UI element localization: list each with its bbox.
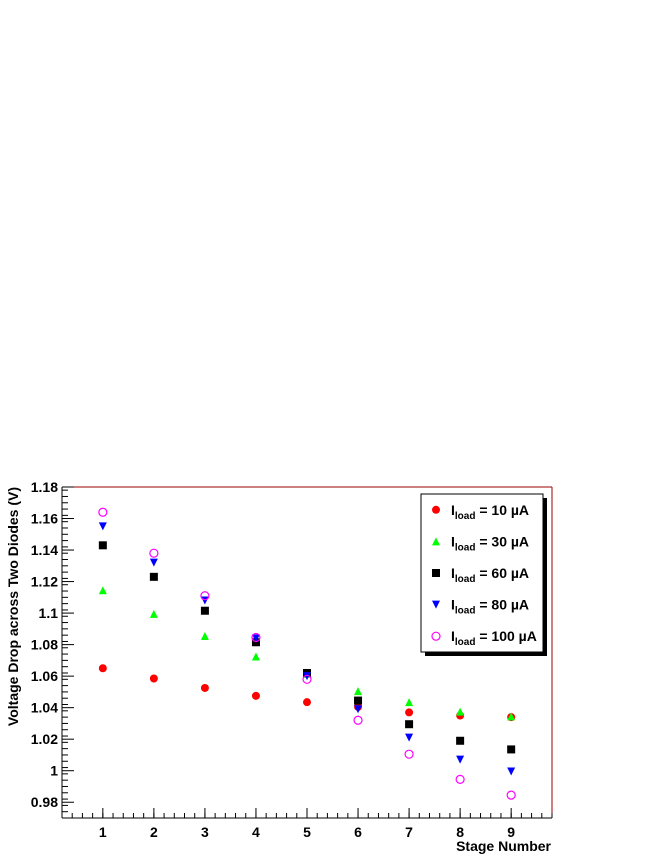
axis-tick-labels: 0.98 1 1.02 1.04 1.06 1.08 1.1 1.12 1.14 1.16 1.18… bbox=[31, 479, 516, 840]
legend-marker bbox=[432, 505, 440, 514]
x-tick-label: 6 bbox=[354, 824, 362, 840]
data-point bbox=[200, 683, 209, 692]
legend-label: Iload = 10 µA bbox=[451, 502, 529, 522]
x-tick-label: 5 bbox=[303, 824, 311, 840]
legend-marker bbox=[432, 569, 440, 577]
legend-entry-4: Iload = 80 µA bbox=[432, 597, 529, 617]
x-tick-label: 8 bbox=[456, 824, 464, 840]
data-point bbox=[507, 745, 516, 754]
series-5 bbox=[98, 507, 516, 800]
y-tick-label: 1 bbox=[50, 763, 58, 779]
data-point bbox=[251, 691, 260, 700]
data-point bbox=[354, 687, 363, 696]
data-point bbox=[456, 755, 465, 764]
data-point bbox=[98, 522, 107, 531]
x-tick-label: 3 bbox=[201, 824, 209, 840]
legend-entry-5: Iload = 100 µA bbox=[431, 628, 537, 648]
y-tick-label: 1.06 bbox=[31, 668, 58, 684]
data-point bbox=[405, 733, 414, 742]
data-point bbox=[354, 696, 363, 705]
data-point bbox=[251, 632, 261, 643]
legend-marker bbox=[431, 631, 441, 641]
legend-label: Iload = 30 µA bbox=[451, 533, 529, 553]
data-point bbox=[98, 664, 107, 673]
y-tick-label: 1.02 bbox=[31, 731, 58, 747]
legend-label: Iload = 100 µA bbox=[451, 628, 537, 648]
data-point bbox=[149, 548, 159, 558]
legend-marker bbox=[432, 537, 440, 546]
data-point bbox=[354, 705, 363, 714]
x-tick-label: 4 bbox=[252, 824, 260, 840]
data-point bbox=[98, 541, 107, 550]
y-tick-label: 1.12 bbox=[31, 574, 58, 590]
x-tick-label: 9 bbox=[507, 824, 515, 840]
legend-entry-3: Iload = 60 µA bbox=[432, 565, 529, 585]
data-point bbox=[149, 674, 158, 683]
data-point bbox=[507, 712, 516, 721]
y-tick-label: 1.18 bbox=[31, 479, 58, 495]
data-point bbox=[149, 558, 158, 567]
data-point bbox=[302, 674, 312, 684]
data-point bbox=[200, 596, 209, 605]
y-tick-label: 1.14 bbox=[31, 542, 58, 558]
legend-box bbox=[420, 493, 544, 653]
data-point bbox=[353, 715, 363, 725]
data-point bbox=[455, 774, 465, 784]
legend-label: Iload = 60 µA bbox=[451, 565, 529, 585]
data-point bbox=[506, 790, 516, 800]
y-tick-label: 1.04 bbox=[31, 700, 58, 716]
data-marks bbox=[98, 507, 516, 800]
legend-entry-2: Iload = 30 µA bbox=[432, 533, 529, 553]
data-point bbox=[507, 767, 516, 776]
data-point bbox=[98, 507, 108, 517]
axis-ticks bbox=[61, 486, 553, 819]
data-point bbox=[303, 698, 311, 707]
x-tick-label: 2 bbox=[150, 824, 158, 840]
data-point bbox=[251, 652, 260, 661]
data-point bbox=[404, 749, 414, 759]
data-point bbox=[405, 708, 414, 717]
series-4 bbox=[98, 522, 516, 776]
legend-label: Iload = 80 µA bbox=[451, 597, 529, 617]
y-axis-title: Voltage Drop across Two Diodes (V) bbox=[5, 487, 21, 726]
data-point bbox=[303, 672, 311, 681]
legend-entry-1: Iload = 10 µA bbox=[432, 502, 529, 522]
data-point bbox=[149, 609, 158, 618]
y-tick-label: 0.98 bbox=[31, 794, 58, 810]
data-point bbox=[456, 736, 465, 745]
y-tick-label: 1.16 bbox=[31, 511, 58, 527]
legend-marker bbox=[432, 600, 440, 609]
data-point bbox=[405, 720, 414, 729]
data-point bbox=[456, 707, 465, 716]
x-axis-title: Stage Number bbox=[456, 838, 551, 854]
data-point bbox=[200, 591, 210, 601]
y-tick-label: 1.1 bbox=[39, 605, 59, 621]
x-tick-label: 7 bbox=[405, 824, 413, 840]
data-point bbox=[200, 631, 209, 640]
y-tick-label: 1.08 bbox=[31, 637, 58, 653]
data-point bbox=[98, 586, 107, 595]
data-point bbox=[405, 698, 414, 707]
x-tick-label: 1 bbox=[99, 824, 107, 840]
legend: Iload = 10 µA Iload = 30 µA Iload = 60 µA I… bbox=[420, 493, 547, 656]
data-point bbox=[251, 634, 260, 643]
data-point bbox=[200, 606, 209, 615]
data-point bbox=[149, 572, 158, 581]
